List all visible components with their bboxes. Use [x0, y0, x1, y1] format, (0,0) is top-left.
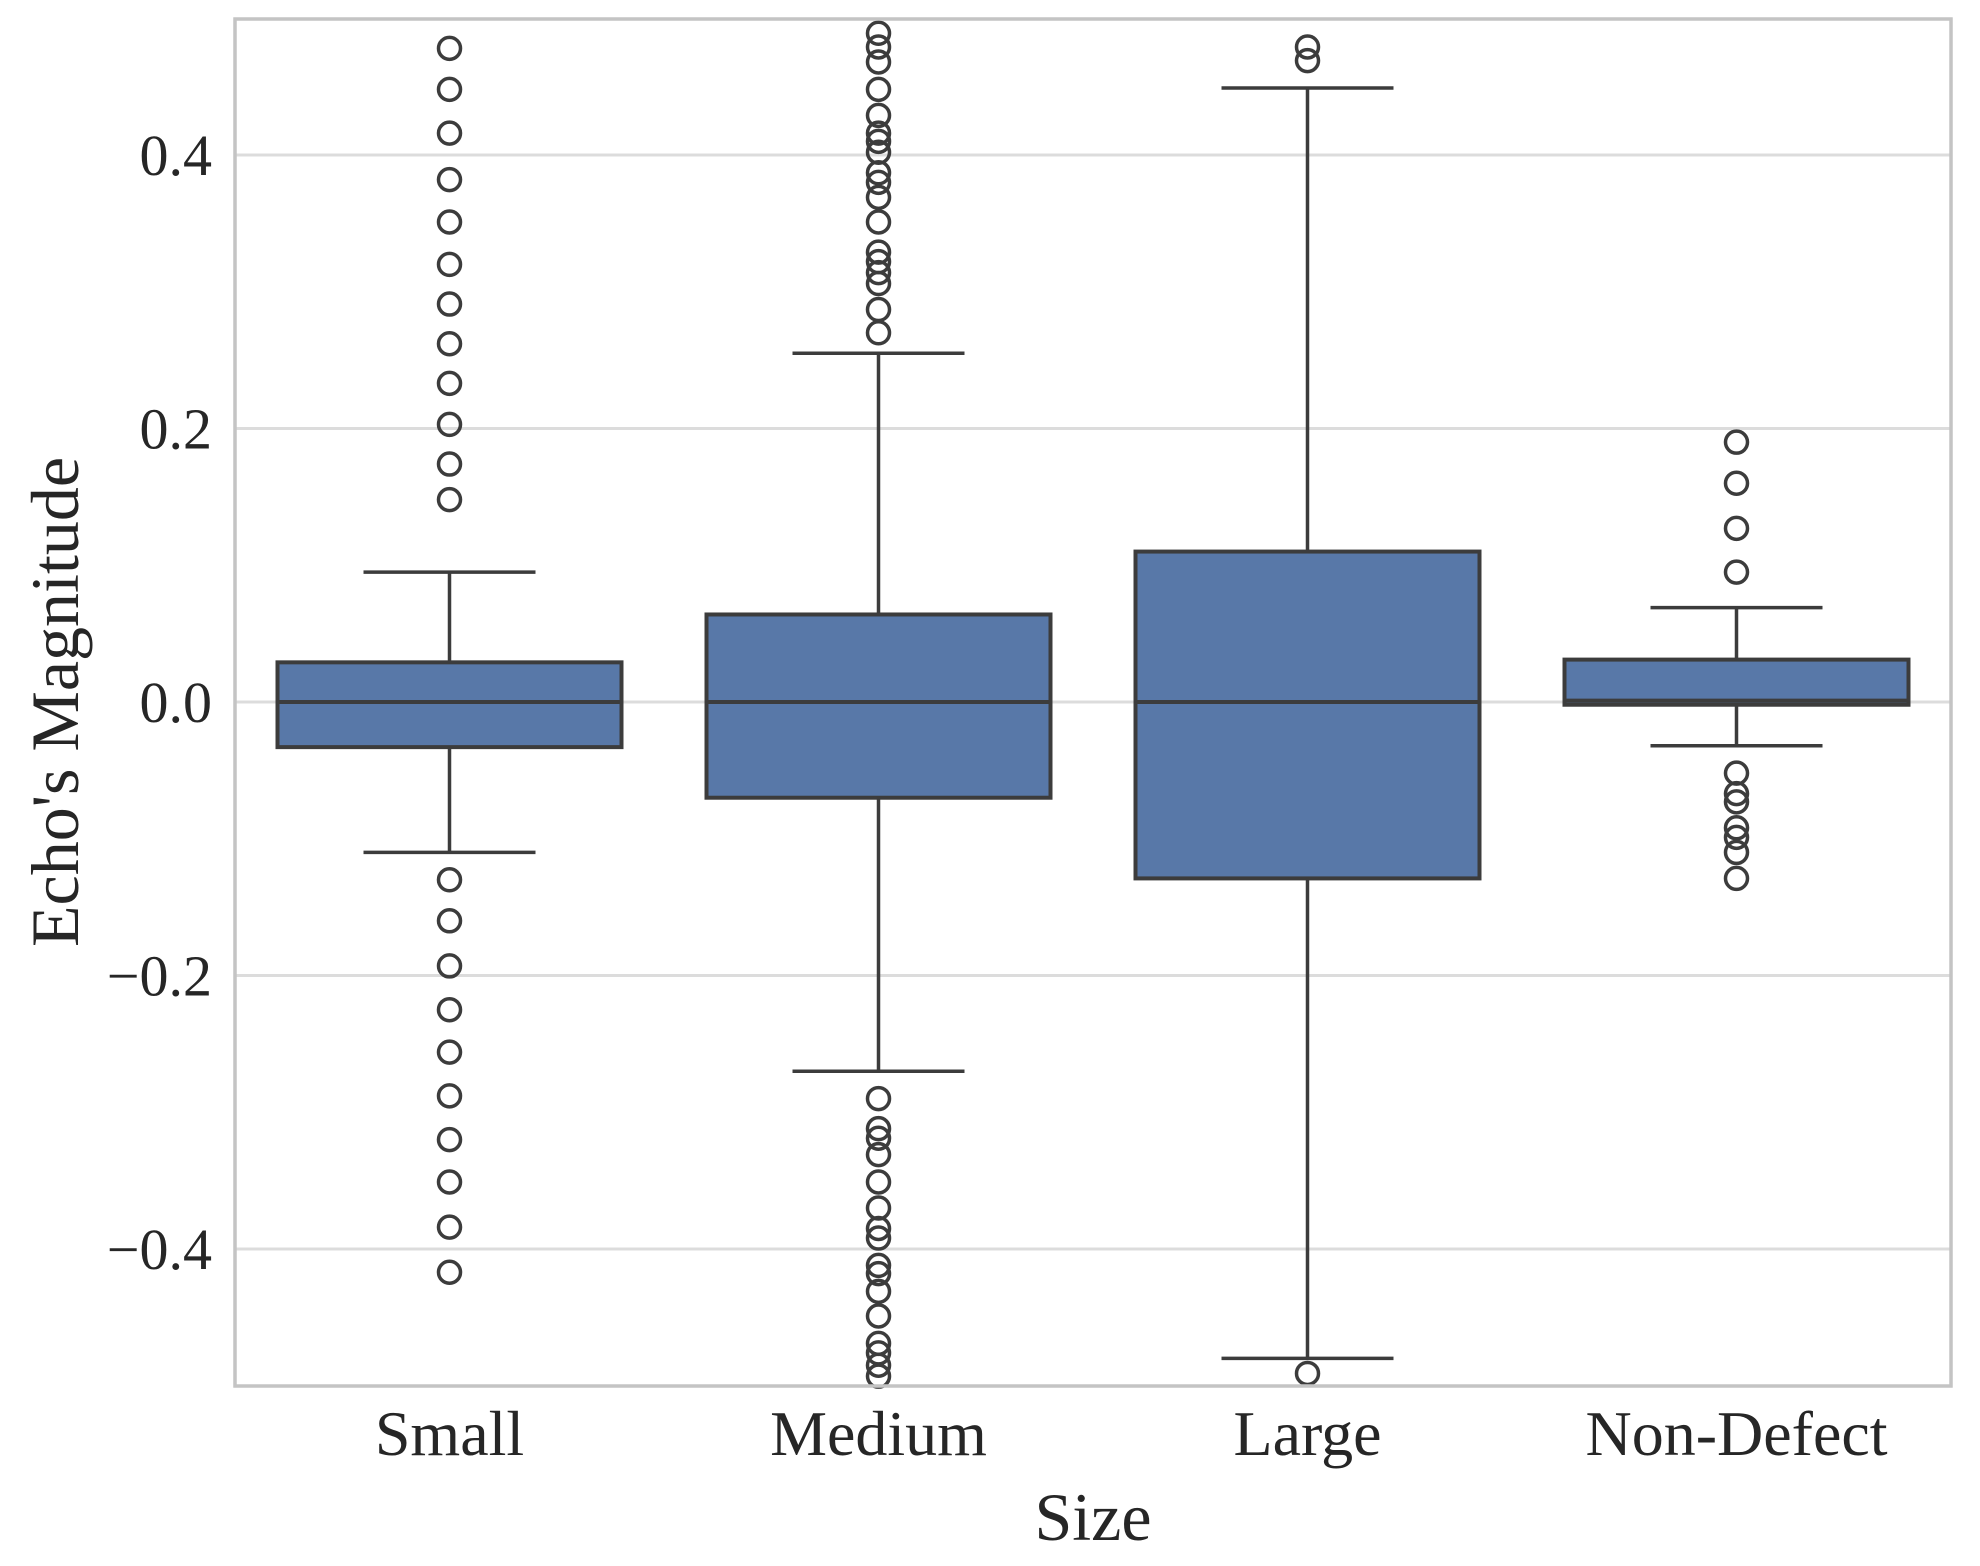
- outlier-point: [1723, 865, 1750, 892]
- outlier-point: [436, 1083, 463, 1109]
- outlier-point: [865, 1125, 892, 1151]
- x-tick-label: Non-Defect: [1585, 1398, 1887, 1469]
- outlier-point: [1723, 780, 1750, 807]
- outlier-point: [865, 1115, 892, 1142]
- outlier-point: [436, 908, 463, 934]
- outlier-point: [436, 35, 463, 62]
- outlier-point: [436, 486, 463, 513]
- x-axis-title: Size: [1034, 1479, 1151, 1555]
- iqr-box: [1133, 549, 1482, 881]
- outlier-point: [865, 1169, 892, 1195]
- y-tick-label: 0.4: [140, 123, 213, 188]
- y-tick-label: −0.2: [107, 944, 212, 1009]
- outlier-point: [1294, 34, 1321, 60]
- outlier-point: [1723, 515, 1750, 542]
- outlier-point: [865, 270, 892, 297]
- outlier-point: [1723, 815, 1750, 841]
- outlier-point: [865, 102, 892, 129]
- iqr-box: [1562, 657, 1911, 707]
- outlier-point: [865, 1195, 892, 1221]
- outlier-point: [865, 34, 892, 60]
- box-group-large: [1133, 34, 1482, 1387]
- iqr-box: [275, 660, 624, 750]
- outlier-point: [436, 1214, 463, 1240]
- outlier-point: [436, 291, 463, 317]
- box-group-small: [275, 35, 624, 1285]
- outlier-point: [1723, 429, 1750, 455]
- x-tick-label: Small: [375, 1398, 524, 1469]
- outlier-point: [1294, 1360, 1321, 1387]
- outlier-point: [436, 411, 463, 438]
- y-tick-label: −0.4: [107, 1217, 212, 1282]
- outlier-point: [865, 320, 892, 346]
- outlier-point: [865, 1260, 892, 1287]
- outlier-point: [865, 1225, 892, 1251]
- outlier-point: [865, 169, 892, 196]
- outlier-point: [865, 20, 892, 47]
- plot-border: [233, 17, 1953, 1388]
- outlier-point: [436, 120, 463, 146]
- outlier-point: [865, 120, 892, 146]
- outlier-point: [436, 1039, 463, 1065]
- outlier-point: [436, 209, 463, 235]
- outlier-point: [436, 996, 463, 1023]
- box-group-non-defect: [1562, 429, 1911, 892]
- axes-layer: 0.4 0.2 0.0 −0.2 −0.4 Small Medium Large Non-Def…: [107, 17, 1953, 1469]
- y-tick-label: 0.0: [140, 670, 213, 735]
- outlier-point: [436, 330, 463, 357]
- outlier-point: [865, 259, 892, 286]
- y-axis-title: Echo's Magnitude: [17, 457, 93, 947]
- outlier-point: [436, 76, 463, 103]
- outlier-point: [865, 184, 892, 211]
- outlier-point: [865, 296, 892, 323]
- outlier-point: [865, 76, 892, 103]
- outlier-point: [865, 1278, 892, 1305]
- outlier-point: [1723, 559, 1750, 585]
- boxes-layer: [275, 20, 1911, 1389]
- outlier-point: [436, 451, 463, 477]
- box-group-medium: [704, 20, 1053, 1389]
- outlier-point: [865, 1352, 892, 1378]
- x-tick-label: Large: [1233, 1398, 1381, 1469]
- outlier-point: [865, 160, 892, 186]
- outlier-point: [865, 128, 892, 155]
- outlier-point: [1723, 760, 1750, 786]
- outlier-point: [436, 867, 463, 893]
- outlier-point: [1723, 824, 1750, 851]
- outlier-point: [436, 1169, 463, 1195]
- outlier-point: [865, 1252, 892, 1279]
- outlier-point: [865, 49, 892, 75]
- outlier-point: [436, 953, 463, 979]
- outlier-point: [436, 370, 463, 397]
- outlier-point: [1723, 839, 1750, 866]
- outlier-point: [436, 1259, 463, 1285]
- x-tick-label: Medium: [770, 1398, 987, 1469]
- outlier-point: [1294, 47, 1321, 74]
- outlier-point: [436, 1126, 463, 1153]
- y-tick-label: 0.2: [140, 397, 213, 462]
- iqr-box: [704, 612, 1053, 800]
- outlier-point: [865, 1215, 892, 1242]
- outlier-point: [1723, 789, 1750, 815]
- outlier-point: [865, 1085, 892, 1112]
- outlier-point: [865, 1303, 892, 1329]
- outlier-point: [865, 1141, 892, 1168]
- outlier-point: [436, 251, 463, 278]
- outlier-point: [865, 209, 892, 235]
- outlier-point: [1723, 470, 1750, 496]
- outlier-point: [436, 166, 463, 193]
